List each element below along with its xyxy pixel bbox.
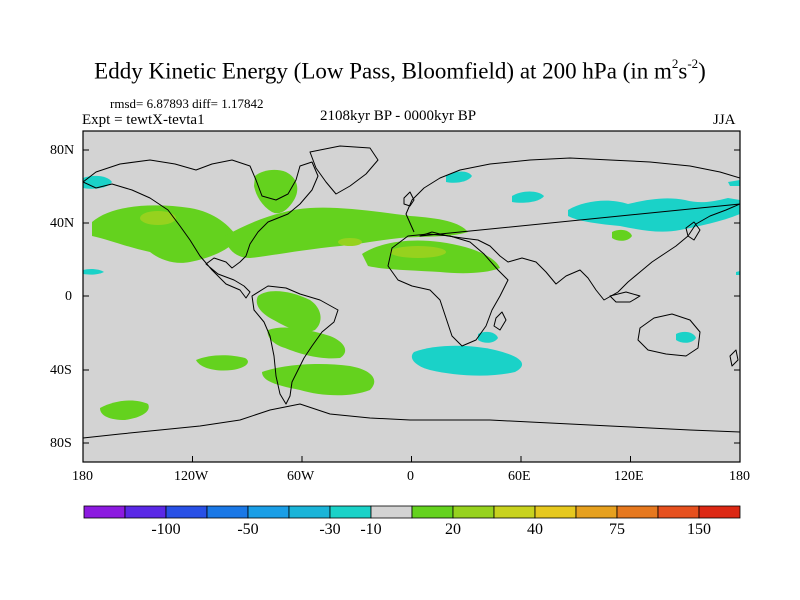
- lon-ticks: [82, 456, 741, 462]
- positive-anomaly-fields: [92, 169, 632, 420]
- colorbar-swatch: [124, 505, 167, 519]
- colorbar-swatch: [698, 505, 741, 519]
- south-atlantic-field: [262, 364, 375, 396]
- plot-title: Eddy Kinetic Energy (Low Pass, Bloomfiel…: [94, 56, 706, 84]
- colorbar-swatch: [493, 505, 536, 519]
- stats-text: rmsd= 6.87893 diff= 1.17842: [110, 96, 264, 111]
- colorbar-swatch: [616, 505, 659, 519]
- colorbar-label: -100: [151, 521, 181, 538]
- coast-greenland: [309, 145, 379, 195]
- map-plot-area: [83, 131, 740, 462]
- coast-australia: [637, 313, 701, 357]
- colorbar-label: -10: [360, 521, 382, 538]
- madagascar-field: [478, 331, 498, 343]
- colorbar-swatch: [165, 505, 208, 519]
- lat-label-0: 0: [65, 289, 72, 304]
- south-pacific-field: [196, 355, 248, 371]
- colorbar-label: 75: [609, 521, 625, 538]
- colorbar-label: 20: [445, 521, 461, 538]
- coast-indonesia: [609, 291, 641, 303]
- colorbar-swatch: [288, 505, 331, 519]
- southern-ocean-field: [100, 400, 149, 420]
- coast-north-america: [83, 159, 319, 299]
- indian-ocean-field: [411, 345, 523, 376]
- lat-label-80n: 80N: [50, 143, 75, 158]
- lon-label-0: 0: [407, 469, 414, 484]
- colorbar-swatch: [206, 505, 249, 519]
- colorbar-label: -30: [319, 521, 341, 538]
- east-pacific-field: [256, 291, 321, 332]
- colorbar-swatch: [534, 505, 577, 519]
- coast-south-america: [251, 285, 339, 405]
- asia-field: [612, 229, 632, 241]
- lon-label-120w: 120W: [174, 469, 209, 484]
- australia-field: [676, 331, 696, 343]
- coast-europe-asia: [405, 157, 740, 301]
- colorbar-swatch: [411, 505, 454, 519]
- coast-madagascar: [493, 311, 507, 331]
- lat-ticks: [83, 149, 740, 444]
- coast-uk: [403, 191, 415, 207]
- strong-positive-fields: [140, 211, 446, 258]
- mid-atlantic-core: [338, 238, 362, 246]
- coastlines: [83, 145, 740, 439]
- colorbar-swatch: [329, 505, 372, 519]
- lon-label-60w: 60W: [287, 469, 315, 484]
- colorbar: [83, 505, 741, 519]
- season-label: JJA: [713, 112, 736, 128]
- lon-label-120e: 120E: [614, 469, 644, 484]
- dateline-edge-south: [736, 271, 740, 275]
- east-pacific-edge: [83, 268, 104, 275]
- lat-label-40n: 40N: [50, 216, 75, 231]
- lon-label-180e: 180: [729, 469, 750, 484]
- dateline-edge: [728, 180, 740, 186]
- hudson-bay-field: [254, 169, 298, 214]
- colorbar-swatch: [83, 505, 126, 519]
- coast-africa: [387, 233, 509, 347]
- arctic-field: [446, 171, 472, 183]
- colorbar-label: -50: [237, 521, 259, 538]
- colorbar-swatch: [247, 505, 290, 519]
- colorbar-swatch: [657, 505, 700, 519]
- coast-japan: [685, 221, 701, 241]
- experiment-label: Expt = tewtX-tevta1: [82, 112, 205, 128]
- colorbar-label: 40: [527, 521, 543, 538]
- coast-antarctica: [83, 403, 740, 439]
- colorbar-swatch: [575, 505, 618, 519]
- colorbar-swatch: [452, 505, 495, 519]
- colorbar-swatch: [370, 505, 413, 519]
- map-background: [83, 131, 740, 462]
- colorbar-label: 150: [687, 521, 711, 538]
- coast-new-zealand: [729, 349, 739, 367]
- lat-label-80s: 80S: [50, 436, 72, 451]
- lon-label-60e: 60E: [508, 469, 531, 484]
- pacific-core: [140, 211, 176, 225]
- north-atlantic-field: [512, 191, 544, 203]
- north-atlantic-band: [225, 207, 468, 258]
- period-label: 2108kyr BP - 0000kyr BP: [320, 108, 477, 124]
- lat-label-40s: 40S: [50, 363, 72, 378]
- atlantic-core: [390, 246, 446, 258]
- lon-label-180w: 180: [72, 469, 93, 484]
- north-pacific-band: [92, 205, 238, 263]
- south-america-field: [267, 327, 346, 359]
